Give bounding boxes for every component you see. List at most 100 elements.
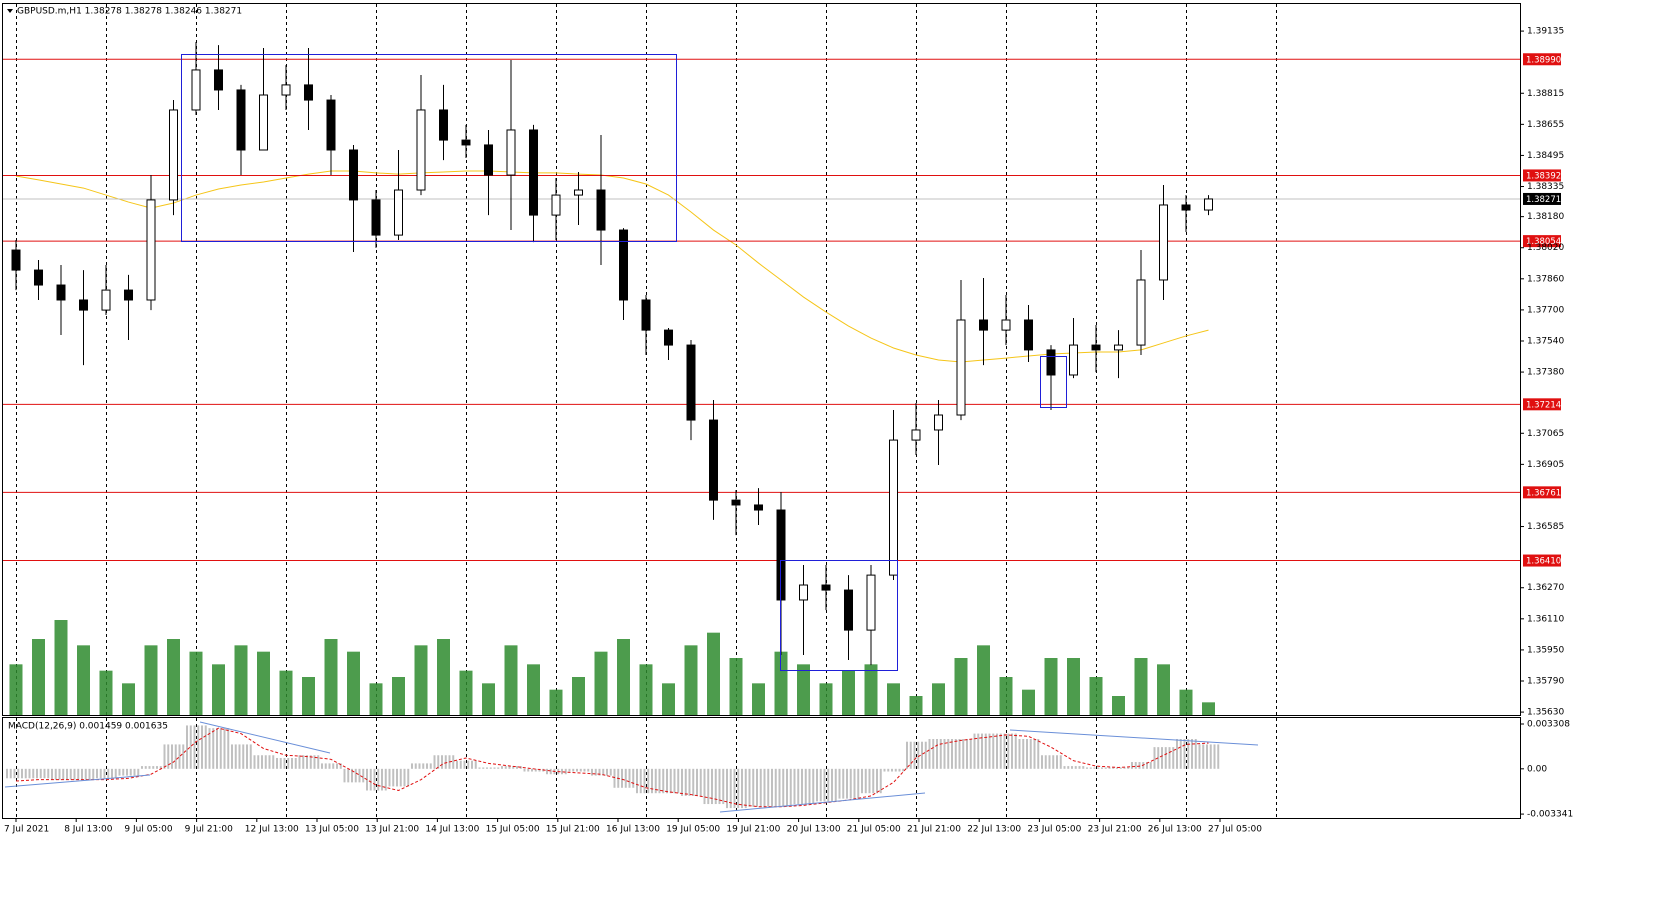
- volume-bar: [1157, 664, 1170, 715]
- y-tick-label: 0.003308: [1527, 719, 1570, 729]
- volume-bar: [639, 664, 653, 715]
- volume-bar: [752, 683, 765, 715]
- range-box: [780, 560, 898, 671]
- volume-bar: [707, 632, 720, 715]
- volume-bar: [99, 670, 113, 715]
- x-tick-label: 22 Jul 13:00: [967, 825, 1021, 835]
- candle-body: [439, 109, 448, 141]
- macd-title: MACD(12,26,9) 0.001459 0.001635: [8, 722, 168, 732]
- candle-body: [1024, 319, 1033, 351]
- volume-bar: [999, 677, 1013, 715]
- y-tick-label: 1.39135: [1527, 27, 1564, 37]
- candle-body: [1114, 344, 1123, 351]
- plot: 1.38990 1.38392 1.38054 1.37214 1.36761 1.364…: [3, 27, 1573, 835]
- x-tick-label: 13 Jul 05:00: [305, 825, 359, 835]
- volume-bar: [257, 651, 270, 715]
- volume-bar: [369, 683, 383, 715]
- level-label-box: [1523, 235, 1561, 248]
- candle-body: [1069, 344, 1078, 376]
- level-label: 1.37214: [1526, 400, 1561, 410]
- level-label-box: [1523, 398, 1561, 411]
- volume-bar: [77, 645, 90, 715]
- candle-body: [34, 269, 43, 286]
- volume-bar: [1179, 689, 1193, 715]
- volume-bar: [1067, 658, 1080, 715]
- candle-body: [956, 319, 966, 416]
- volume-bar: [797, 664, 810, 715]
- candle-body: [934, 414, 943, 431]
- trend-line: [1009, 729, 1259, 746]
- x-tick-label: 9 Jul 05:00: [124, 825, 173, 835]
- candle-body: [416, 109, 426, 191]
- y-tick-label: 0.00: [1527, 764, 1547, 774]
- y-tick-label: 1.35630: [1527, 708, 1564, 718]
- volume-bar: [122, 683, 135, 715]
- current-price-label: 1.38271: [1526, 195, 1561, 205]
- level-label-box: [1523, 169, 1561, 182]
- x-tick-label: 19 Jul 05:00: [666, 825, 720, 835]
- volume-bar: [842, 670, 855, 715]
- y-tick-label: 1.36270: [1527, 583, 1564, 593]
- volume-bar: [414, 645, 428, 715]
- moving-average: [15, 170, 1209, 363]
- candle-body: [844, 589, 853, 631]
- candle-body: [236, 89, 246, 151]
- x-tick-label: 7 Jul 2021: [4, 825, 49, 835]
- volume-bar: [302, 677, 315, 715]
- level-label-box: [1523, 486, 1561, 499]
- volume-bar: [347, 651, 360, 715]
- volume-bar: [572, 677, 585, 715]
- candle-body: [11, 249, 21, 271]
- volume-bar: [324, 639, 338, 715]
- y-tick-label: 1.38180: [1527, 212, 1564, 222]
- candle-body: [146, 199, 156, 301]
- candle-body: [1159, 204, 1168, 281]
- y-tick-label: 1.38335: [1527, 182, 1564, 192]
- volume-bar: [1044, 658, 1058, 715]
- candle-body: [169, 109, 178, 201]
- candle-body: [551, 194, 561, 216]
- volume-bar: [774, 651, 788, 715]
- candle-body: [664, 329, 673, 346]
- volume-bar: [1089, 677, 1103, 715]
- candle-body: [799, 584, 808, 601]
- candle-body: [709, 419, 718, 501]
- x-tick-label: 13 Jul 21:00: [365, 825, 419, 835]
- volume-bar: [234, 645, 248, 715]
- candle-body: [79, 299, 88, 311]
- y-tick-label: 1.36110: [1527, 614, 1564, 624]
- volume-bar: [167, 639, 180, 715]
- volume-bar: [437, 639, 450, 715]
- x-tick-label: 21 Jul 05:00: [847, 825, 901, 835]
- candle-body: [371, 199, 381, 236]
- volume-bar: [32, 639, 45, 715]
- level-label: 1.38990: [1526, 55, 1561, 65]
- volume-bar: [932, 683, 945, 715]
- candle-body: [979, 319, 988, 331]
- menu-arrow[interactable]: [7, 9, 13, 13]
- volume-bar: [392, 677, 405, 715]
- chart-header: GBPUSD.m,H1 1.38278 1.38278 1.38246 1.38…: [17, 7, 242, 17]
- candle-body: [304, 84, 313, 101]
- trend-line: [199, 721, 331, 754]
- candle-body: [596, 189, 606, 231]
- candle-body: [641, 299, 651, 331]
- volume-bar: [887, 683, 900, 715]
- x-tick-label: 21 Jul 21:00: [907, 825, 961, 835]
- y-tick-label: 1.37540: [1527, 336, 1564, 346]
- x-tick-label: 23 Jul 05:00: [1027, 825, 1081, 835]
- candle-body: [1181, 204, 1191, 211]
- x-tick-label: 20 Jul 13:00: [787, 825, 841, 835]
- candle-body: [1136, 279, 1146, 346]
- volume-bar: [144, 645, 158, 715]
- candle-body: [754, 504, 763, 511]
- x-tick-label: 27 Jul 05:00: [1208, 825, 1262, 835]
- x-tick-label: 14 Jul 13:00: [425, 825, 479, 835]
- volume-bar: [662, 683, 675, 715]
- candle-body: [574, 189, 583, 196]
- x-tick-label: 23 Jul 21:00: [1088, 825, 1142, 835]
- y-tick-label: 1.38495: [1527, 151, 1564, 161]
- candle-body: [889, 439, 898, 576]
